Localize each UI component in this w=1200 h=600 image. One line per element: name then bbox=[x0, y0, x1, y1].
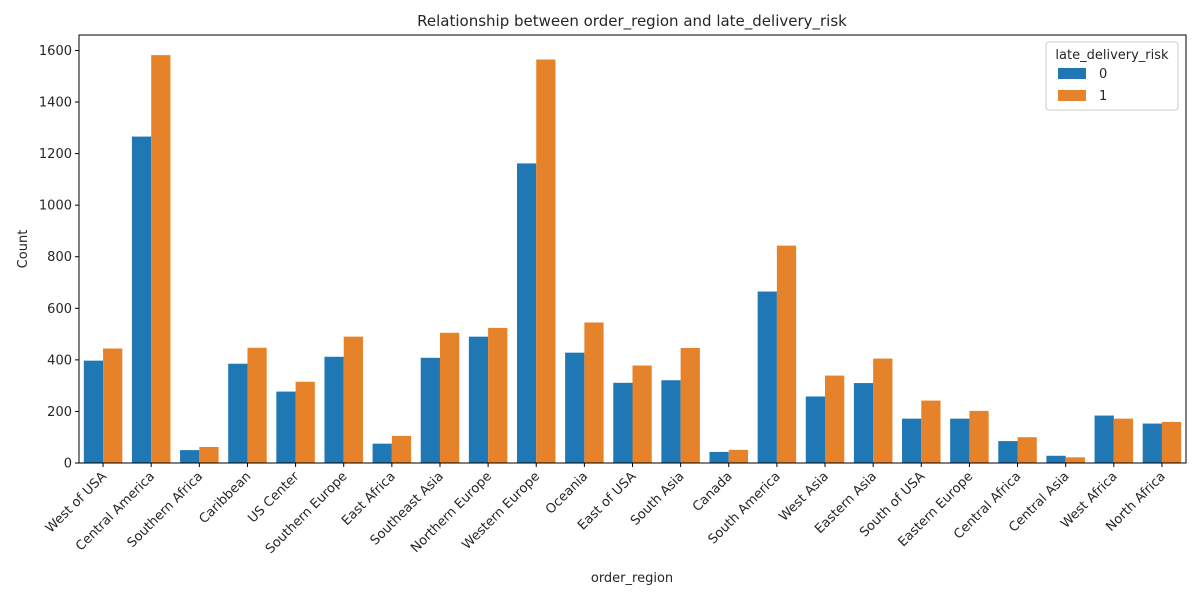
y-axis-label: Count bbox=[16, 230, 31, 269]
bar bbox=[661, 380, 681, 463]
bar bbox=[902, 418, 922, 463]
bar bbox=[1046, 455, 1066, 463]
bar bbox=[247, 347, 267, 463]
bar bbox=[468, 336, 489, 463]
bar bbox=[776, 245, 797, 463]
bar bbox=[372, 443, 392, 463]
x-tick-label: Oceania bbox=[543, 469, 591, 517]
bar bbox=[1065, 457, 1085, 463]
y-tick-label: 200 bbox=[47, 405, 72, 420]
bar bbox=[131, 136, 152, 463]
bar bbox=[343, 336, 363, 463]
y-tick-label: 1000 bbox=[39, 199, 72, 214]
bar bbox=[825, 375, 845, 463]
bar bbox=[853, 383, 874, 463]
y-tick-label: 1600 bbox=[39, 44, 72, 59]
bar bbox=[516, 163, 537, 463]
bar bbox=[1094, 415, 1114, 463]
bars bbox=[83, 55, 1182, 464]
x-tick-label: Canada bbox=[690, 469, 736, 515]
bar bbox=[680, 348, 700, 463]
bar bbox=[613, 382, 633, 463]
bar bbox=[728, 449, 749, 463]
x-tick-label: Northern Europe bbox=[408, 469, 495, 556]
bar bbox=[324, 356, 344, 463]
x-tick-label: Caribbean bbox=[197, 469, 255, 527]
legend-swatch bbox=[1058, 68, 1086, 79]
legend-label: 1 bbox=[1099, 89, 1107, 104]
bar bbox=[276, 391, 296, 463]
bar bbox=[420, 357, 440, 463]
y-tick-label: 0 bbox=[64, 457, 72, 472]
bar bbox=[83, 360, 104, 463]
bar bbox=[151, 55, 171, 464]
bar bbox=[950, 418, 970, 463]
bar bbox=[998, 441, 1018, 463]
y-tick-label: 400 bbox=[47, 353, 72, 368]
bar bbox=[1161, 422, 1182, 463]
x-tick-label: Southern Europe bbox=[263, 469, 351, 557]
bar bbox=[805, 396, 826, 463]
legend-swatch bbox=[1058, 90, 1086, 101]
y-tick-label: 800 bbox=[47, 250, 72, 265]
bar bbox=[921, 400, 941, 463]
bar bbox=[439, 332, 460, 463]
bar bbox=[1113, 418, 1134, 463]
bar bbox=[1017, 437, 1037, 463]
bar bbox=[873, 358, 893, 463]
bar bbox=[757, 291, 777, 463]
y-tick-label: 600 bbox=[47, 302, 72, 317]
legend: late_delivery_risk 0 1 bbox=[1045, 41, 1179, 111]
bar bbox=[1142, 423, 1162, 463]
y-tick-label: 1200 bbox=[39, 147, 72, 162]
chart-title: Relationship between order_region and la… bbox=[417, 12, 847, 31]
bar bbox=[709, 451, 729, 463]
y-axis: 0 200 400 600 800 1000 1200 1400 1600 bbox=[39, 44, 79, 472]
bar bbox=[391, 435, 412, 463]
bar bbox=[295, 381, 315, 463]
y-tick-label: 1400 bbox=[39, 96, 72, 111]
bar bbox=[180, 450, 200, 463]
bar bbox=[969, 410, 989, 463]
bar bbox=[199, 447, 219, 463]
bar bbox=[565, 352, 585, 463]
legend-title: late_delivery_risk bbox=[1055, 48, 1169, 63]
bar bbox=[488, 327, 508, 463]
bar bbox=[536, 59, 556, 463]
legend-label: 0 bbox=[1099, 67, 1107, 82]
bar bbox=[584, 322, 604, 463]
bar bbox=[103, 348, 123, 463]
plot-frame bbox=[78, 34, 1187, 464]
x-axis-label: order_region bbox=[591, 571, 673, 586]
bar bbox=[632, 365, 652, 463]
bar bbox=[228, 363, 248, 463]
